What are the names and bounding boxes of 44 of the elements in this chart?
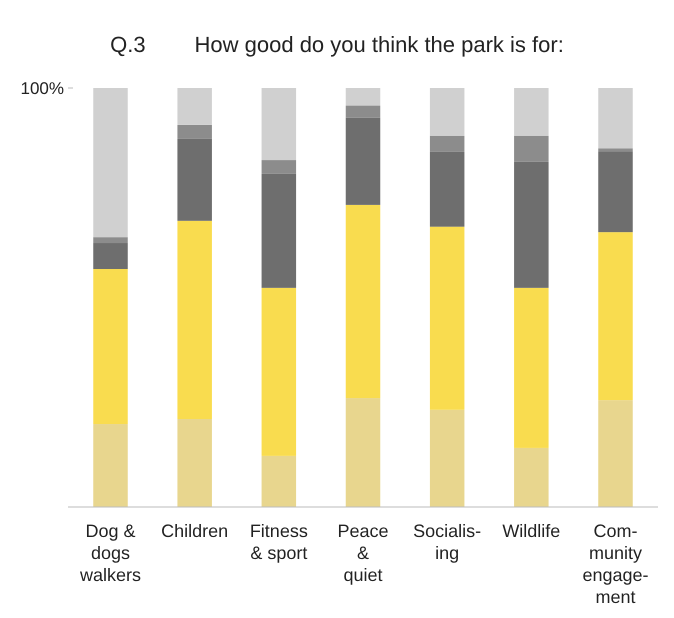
bar — [598, 400, 633, 507]
x-tick-label: Com- munity engage- ment — [582, 521, 649, 607]
x-tick-label: Peace & quiet — [337, 521, 389, 585]
bar — [262, 174, 296, 288]
bar — [262, 88, 296, 160]
bar — [430, 152, 464, 227]
bar — [177, 138, 212, 221]
bar — [598, 88, 633, 148]
bar — [177, 88, 212, 125]
bar — [514, 162, 549, 288]
bar — [262, 288, 296, 456]
bar — [93, 243, 128, 270]
bar — [514, 88, 549, 136]
x-tick-label: Fitness & sport — [250, 521, 308, 563]
bar — [430, 226, 464, 410]
bar — [346, 106, 380, 118]
bar — [177, 220, 212, 420]
x-tick-label: Wildlife — [502, 521, 560, 541]
bar — [346, 118, 380, 205]
bar — [346, 398, 380, 507]
bar — [598, 151, 633, 232]
bar — [514, 288, 549, 448]
bar — [177, 419, 212, 507]
bar — [430, 136, 464, 152]
bar — [177, 124, 212, 139]
bar — [262, 160, 296, 174]
x-tick-label: Socialis- ing — [413, 521, 482, 563]
bar — [598, 232, 633, 400]
chart-title: Q.3 How good do you think the park is for: — [110, 32, 564, 57]
bar — [346, 204, 380, 398]
x-tick-label: Dog & dogs walkers — [78, 521, 142, 585]
bar — [598, 148, 633, 152]
bar — [93, 269, 128, 424]
bar — [93, 424, 128, 507]
bar — [262, 456, 296, 507]
x-tick-label: Children — [161, 521, 228, 541]
bar — [93, 237, 128, 244]
bar — [514, 136, 549, 162]
bar — [346, 88, 380, 106]
y-tick-label: 100% — [20, 78, 64, 98]
bar — [93, 88, 128, 238]
bar — [430, 88, 464, 136]
bar — [430, 410, 464, 507]
bar — [514, 448, 549, 507]
